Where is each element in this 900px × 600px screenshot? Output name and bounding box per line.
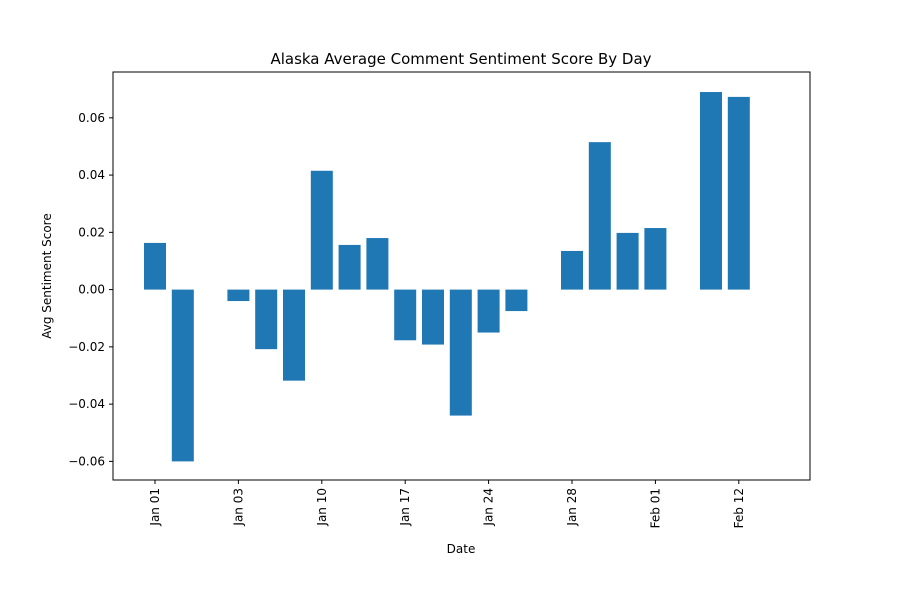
bar (338, 244, 361, 290)
bar (561, 250, 583, 290)
y-tick-label: 0.00 (78, 283, 105, 297)
x-tick-label: Jan 10 (315, 488, 329, 527)
bar (477, 289, 500, 333)
bar (366, 238, 389, 290)
bar (255, 289, 278, 350)
y-tick-label: 0.04 (78, 168, 105, 182)
bar (505, 289, 528, 312)
bar (616, 232, 639, 290)
plot-frame (112, 71, 811, 481)
bar (310, 170, 333, 290)
bar (171, 289, 194, 462)
bar (227, 289, 250, 302)
y-tick-label: −0.06 (68, 454, 105, 468)
y-tick-label: −0.02 (68, 340, 105, 354)
bar (144, 242, 166, 290)
y-tick-label: 0.02 (78, 225, 105, 239)
x-tick-label: Jan 24 (482, 488, 496, 527)
x-tick-label: Jan 01 (148, 488, 162, 527)
x-tick-label: Jan 28 (565, 488, 579, 527)
bar (449, 289, 472, 416)
bar (588, 142, 611, 290)
bar (644, 228, 667, 290)
y-tick-label: −0.04 (68, 397, 105, 411)
x-axis-label: Date (447, 542, 476, 556)
bar (422, 289, 444, 345)
bars-group (144, 92, 750, 462)
x-tick-label: Jan 17 (398, 488, 412, 527)
bar (727, 96, 750, 290)
y-axis-label: Avg Sentiment Score (40, 213, 54, 339)
y-axis: −0.06 −0.04 −0.02 0.00 0.02 0.04 0.06 (68, 111, 113, 468)
x-axis: Jan 01 Jan 03 Jan 10 Jan 17 Jan 24 Jan 28 Feb … (148, 480, 746, 528)
bar (700, 92, 722, 290)
y-tick-label: 0.06 (78, 111, 105, 125)
bar (283, 289, 305, 381)
bar (394, 289, 417, 341)
x-tick-label: Feb 01 (648, 488, 662, 528)
x-tick-label: Feb 12 (732, 488, 746, 528)
chart-title: Alaska Average Comment Sentiment Score B… (270, 50, 651, 68)
x-tick-label: Jan 03 (231, 488, 245, 527)
